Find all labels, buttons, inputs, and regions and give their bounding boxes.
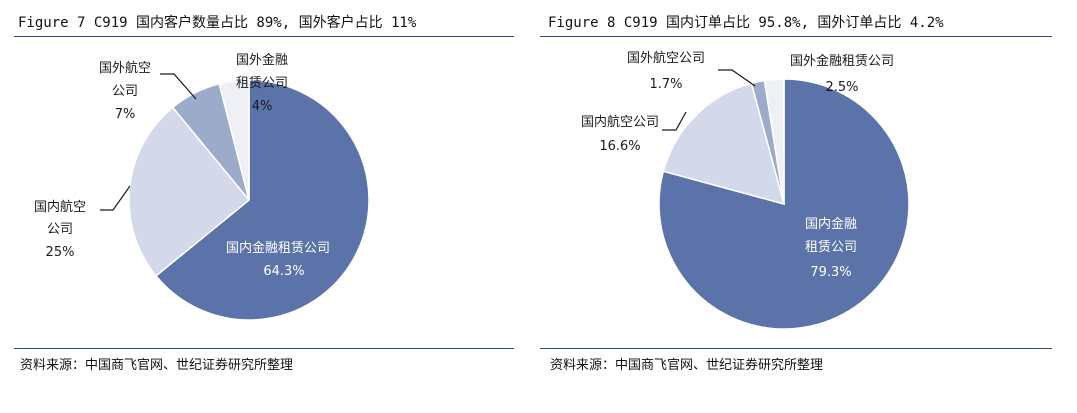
slice-name-label: 国外金融 bbox=[236, 52, 288, 68]
slice-value-label: 2.5% bbox=[825, 80, 858, 95]
pie-chart: 国内金融租赁公司 79.3% 国内航空公司 16.6% 国外航空公司 1.7% 国外金融租赁… bbox=[581, 50, 910, 330]
source-rule bbox=[540, 348, 1052, 349]
figure-title: Figure 7 C919 国内客户数量占比 89%, 国外客户占比 11% bbox=[18, 15, 417, 31]
slice-name-label: 国外金融租赁公司 bbox=[790, 53, 894, 69]
slice-value-label: 4% bbox=[252, 99, 273, 114]
pie-slice bbox=[154, 79, 370, 321]
slice-name-label: 公司 bbox=[47, 222, 73, 237]
slice-name-label: 租赁公司 bbox=[805, 240, 857, 255]
figure-title: Figure 8 C919 国内订单占比 95.8%, 国外订单占比 4.2% bbox=[548, 15, 944, 31]
slice-name-label: 国内航空公司 bbox=[581, 114, 659, 130]
slice-name-label: 国内航空 bbox=[34, 199, 86, 215]
slice-name-label: 国内金融租赁公司 bbox=[226, 240, 330, 256]
figure-7-panel: Figure 7 C919 国内客户数量占比 89%, 国外客户占比 11% 国… bbox=[0, 0, 530, 413]
pie-slice bbox=[128, 106, 251, 277]
source-rule bbox=[14, 348, 514, 349]
leader-line bbox=[100, 185, 131, 211]
leader-line bbox=[718, 69, 756, 87]
title-rule bbox=[14, 36, 514, 37]
slice-value-label: 16.6% bbox=[599, 139, 640, 154]
title-rule bbox=[540, 36, 1052, 37]
slice-name-label: 租赁公司 bbox=[236, 76, 288, 91]
figure-8-panel: Figure 8 C919 国内订单占比 95.8%, 国外订单占比 4.2% … bbox=[538, 0, 1077, 413]
leader-line bbox=[662, 111, 687, 131]
slice-value-label: 64.3% bbox=[263, 264, 304, 279]
leader-line bbox=[160, 73, 197, 100]
pie-slices bbox=[128, 79, 370, 321]
pie-slice bbox=[763, 78, 785, 205]
slice-name-label: 公司 bbox=[112, 84, 138, 99]
source-note: 资料来源：中国商飞官网、世纪证券研究所整理 bbox=[20, 358, 294, 373]
pie-slices bbox=[658, 78, 910, 330]
pie-slice bbox=[218, 79, 250, 201]
slice-value-label: 1.7% bbox=[649, 77, 682, 92]
source-note: 资料来源：中国商飞官网、世纪证券研究所整理 bbox=[550, 358, 824, 373]
slice-name-label: 国内金融 bbox=[805, 216, 857, 232]
slice-name-label: 国外航空公司 bbox=[627, 50, 705, 66]
slice-value-label: 7% bbox=[115, 107, 136, 122]
pie-slice bbox=[662, 82, 786, 206]
slice-name-label: 国外航空 bbox=[99, 60, 151, 76]
slice-value-label: 25% bbox=[46, 245, 75, 260]
slice-value-label: 79.3% bbox=[810, 265, 851, 280]
